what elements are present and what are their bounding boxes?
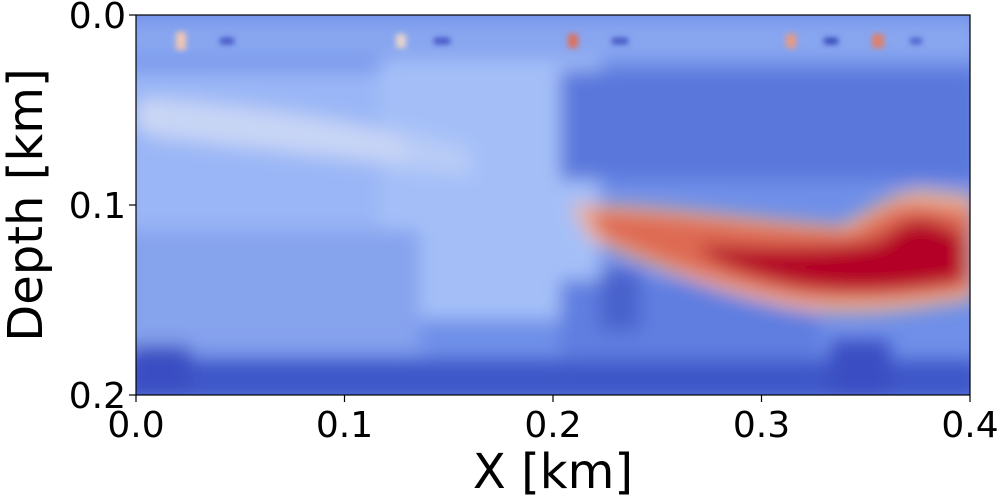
y-axis: 0.0 0.1 0.2 bbox=[69, 0, 136, 417]
artifact-1 bbox=[176, 32, 186, 50]
dark-patch-left bbox=[136, 345, 190, 395]
near-surface-band bbox=[136, 20, 970, 60]
y-tick-label: 0.1 bbox=[69, 186, 126, 227]
surface-artifacts bbox=[176, 32, 922, 50]
x-tick-label: 0.1 bbox=[316, 405, 373, 446]
x-tick-label: 0.4 bbox=[941, 405, 998, 446]
upper-right-darker-region bbox=[560, 70, 970, 180]
artifact-3 bbox=[396, 34, 406, 48]
left-mid-region bbox=[136, 230, 420, 350]
pale-band-halo bbox=[150, 95, 470, 175]
x-tick-label: 0.3 bbox=[733, 405, 790, 446]
velocity-heatmap bbox=[136, 15, 970, 395]
artifact-9 bbox=[872, 34, 884, 48]
artifact-6 bbox=[612, 38, 628, 44]
dark-patch-center bbox=[600, 270, 640, 330]
heatmap-field bbox=[136, 20, 970, 395]
y-tick-label: 0.2 bbox=[69, 376, 126, 417]
artifact-8 bbox=[824, 38, 838, 44]
artifact-10 bbox=[910, 38, 922, 44]
x-axis: 0.0 0.1 0.2 0.3 0.4 bbox=[107, 395, 999, 446]
x-axis-label: X [km] bbox=[473, 444, 633, 500]
artifact-2 bbox=[220, 38, 234, 44]
artifact-5 bbox=[568, 34, 578, 48]
dark-patch-right bbox=[830, 340, 890, 395]
artifact-7 bbox=[786, 34, 796, 48]
x-tick-label: 0.0 bbox=[107, 405, 164, 446]
body-core bbox=[700, 219, 965, 291]
artifact-4 bbox=[434, 38, 450, 44]
x-tick-label: 0.2 bbox=[524, 405, 581, 446]
y-axis-label: Depth [km] bbox=[0, 68, 54, 341]
y-tick-label: 0.0 bbox=[69, 0, 126, 37]
